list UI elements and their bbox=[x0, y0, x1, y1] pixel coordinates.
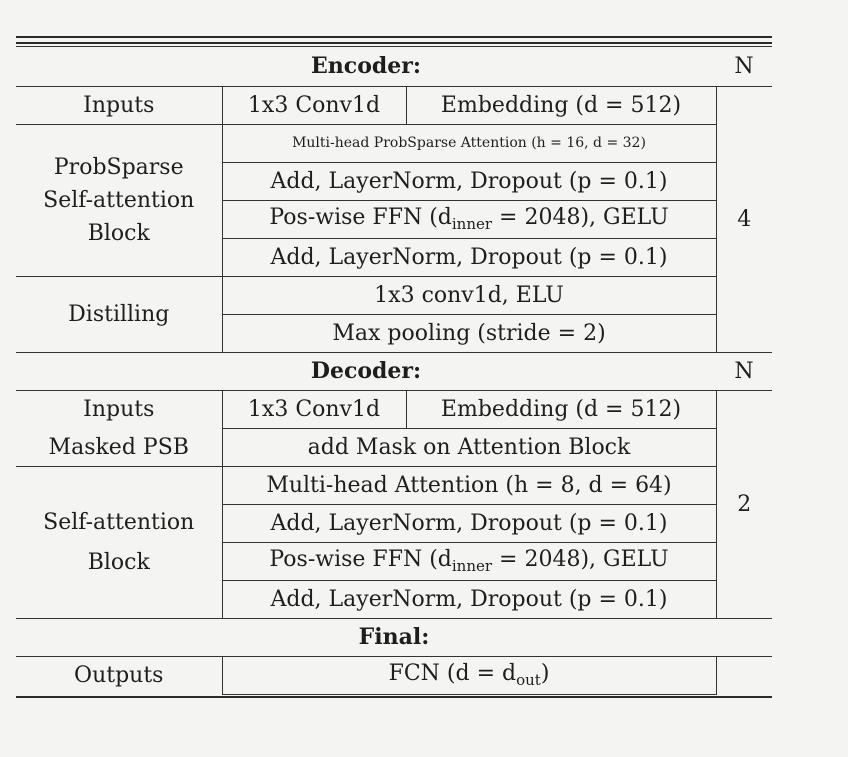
decoder-add1-cell: Add, LayerNorm, Dropout (p = 0.1) bbox=[221, 504, 717, 543]
final-outputs-row: Outputs FCN (d = dout) bbox=[16, 656, 772, 695]
decoder-ffn-text: Pos-wise FFN (d bbox=[269, 547, 452, 573]
encoder-embedding-cell: Embedding (d = 512) bbox=[405, 86, 717, 125]
decoder-sa-label: Self-attention Block bbox=[16, 466, 222, 619]
decoder-add2-cell: Add, LayerNorm, Dropout (p = 0.1) bbox=[221, 580, 717, 619]
encoder-add2-cell: Add, LayerNorm, Dropout (p = 0.1) bbox=[221, 238, 717, 277]
encoder-distill-conv-cell: 1x3 conv1d, ELU bbox=[221, 276, 717, 315]
decoder-n-value: 2 bbox=[737, 491, 752, 517]
encoder-add2-row: Add, LayerNorm, Dropout (p = 0.1) bbox=[16, 238, 772, 277]
top-rule bbox=[16, 36, 772, 38]
final-fcn-cell: FCN (d = dout) bbox=[221, 656, 717, 695]
bottom-rule bbox=[16, 696, 772, 698]
encoder-inputs-label: Inputs bbox=[83, 92, 155, 118]
encoder-n-value: 4 bbox=[737, 206, 752, 232]
encoder-distill-conv-row: Distilling 1x3 conv1d, ELU bbox=[16, 276, 772, 326]
final-fcn-close: ) bbox=[540, 661, 550, 687]
decoder-attn-row: Self-attention Block Multi-head Attentio… bbox=[16, 466, 772, 619]
encoder-ffn-subscript: inner bbox=[451, 215, 493, 234]
encoder-add1-row: Add, LayerNorm, Dropout (p = 0.1) bbox=[16, 162, 772, 201]
decoder-add1-row: Add, LayerNorm, Dropout (p = 0.1) bbox=[16, 504, 772, 543]
encoder-n-header: N bbox=[716, 46, 772, 87]
decoder-inputs-label: Inputs bbox=[83, 397, 155, 423]
encoder-inputs-row: Inputs 1x3 Conv1d Embedding (d = 512) 4 bbox=[16, 86, 772, 231]
encoder-ffn-cell: Pos-wise FFN (dinner = 2048), GELU bbox=[221, 200, 717, 239]
decoder-ffn-cell: Pos-wise FFN (dinner = 2048), GELU bbox=[221, 542, 717, 581]
final-outputs-label: Outputs bbox=[74, 663, 164, 689]
decoder-embedding-cell: Embedding (d = 512) bbox=[405, 390, 717, 429]
final-title: Final: bbox=[16, 618, 772, 657]
decoder-n-header: N bbox=[716, 352, 772, 391]
encoder-attn-cell: Multi-head ProbSparse Attention (h = 16,… bbox=[221, 124, 717, 163]
encoder-ffn-rest: = 2048), GELU bbox=[492, 205, 669, 231]
encoder-maxpool-cell: Max pooling (stride = 2) bbox=[221, 314, 717, 353]
encoder-psb-label-line2: Self-attention bbox=[43, 188, 195, 213]
final-n-empty bbox=[715, 656, 772, 695]
encoder-attn-row: ProbSparse Self-attention Block Multi-he… bbox=[16, 124, 772, 277]
top-rule-second bbox=[16, 42, 772, 44]
encoder-psb-label: ProbSparse Self-attention Block bbox=[16, 124, 222, 277]
decoder-ffn-rest: = 2048), GELU bbox=[492, 547, 669, 573]
encoder-add1-cell: Add, LayerNorm, Dropout (p = 0.1) bbox=[221, 162, 717, 201]
decoder-masked-cell: add Mask on Attention Block bbox=[221, 428, 717, 467]
architecture-table: Encoder: N Inputs 1x3 Conv1d Embedding (… bbox=[16, 46, 772, 695]
decoder-masked-label: Masked PSB bbox=[48, 434, 189, 460]
decoder-masked-row: Masked PSB add Mask on Attention Block bbox=[16, 428, 772, 467]
final-header-row: Final: bbox=[16, 618, 772, 657]
encoder-title: Encoder: bbox=[16, 46, 716, 87]
decoder-sa-label-line1: Self-attention bbox=[43, 509, 195, 535]
decoder-title: Decoder: bbox=[16, 352, 716, 391]
encoder-header-row: Encoder: N bbox=[16, 46, 772, 87]
decoder-ffn-row: Pos-wise FFN (dinner = 2048), GELU bbox=[16, 542, 772, 581]
final-fcn-text: FCN (d = d bbox=[388, 661, 517, 687]
decoder-header-row: Decoder: N bbox=[16, 352, 772, 391]
decoder-sa-label-line2: Block bbox=[87, 549, 150, 575]
encoder-psb-label-line1: ProbSparse bbox=[53, 155, 184, 180]
decoder-attn-cell: Multi-head Attention (h = 8, d = 64) bbox=[221, 466, 717, 505]
encoder-distill-label: Distilling bbox=[68, 301, 170, 327]
encoder-psb-label-line3: Block bbox=[87, 221, 150, 246]
decoder-add2-row: Add, LayerNorm, Dropout (p = 0.1) bbox=[16, 580, 772, 619]
encoder-maxpool-row: Max pooling (stride = 2) bbox=[16, 314, 772, 353]
encoder-conv-cell: 1x3 Conv1d bbox=[221, 86, 407, 125]
final-fcn-subscript: out bbox=[516, 671, 541, 690]
decoder-conv-cell: 1x3 Conv1d bbox=[221, 390, 407, 429]
encoder-ffn-row: Pos-wise FFN (dinner = 2048), GELU bbox=[16, 200, 772, 239]
decoder-inputs-row: Inputs 1x3 Conv1d Embedding (d = 512) 2 bbox=[16, 390, 772, 516]
encoder-ffn-text: Pos-wise FFN (d bbox=[269, 205, 452, 231]
decoder-ffn-subscript: inner bbox=[451, 557, 493, 576]
